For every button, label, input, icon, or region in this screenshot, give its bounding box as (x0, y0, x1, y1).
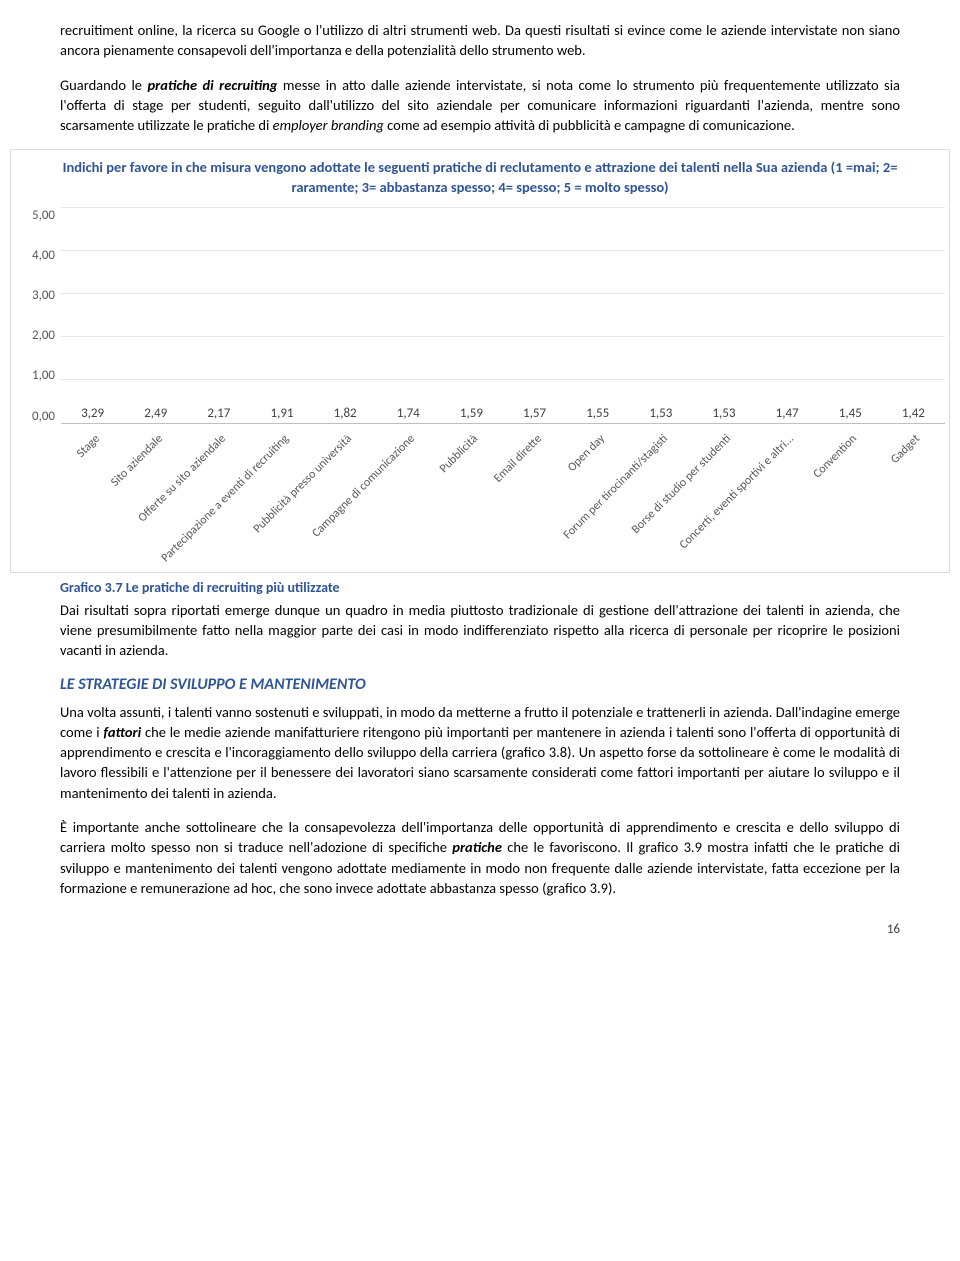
bar-value-label: 1,57 (523, 406, 546, 421)
bar-column: 1,74 (377, 406, 440, 423)
text-bolditalic: pratiche (452, 838, 502, 856)
x-tick-label: Stage (74, 432, 103, 461)
bar-column: 1,82 (314, 406, 377, 423)
bar-column: 1,53 (629, 406, 692, 423)
x-tick-label: Convention (811, 432, 860, 481)
bar-value-label: 1,53 (712, 406, 735, 421)
x-axis: StageSito aziendaleOfferte su sito azien… (61, 428, 945, 568)
y-tick-label: 5,00 (32, 208, 55, 223)
bar-column: 1,47 (756, 406, 819, 423)
bar-column: 1,55 (566, 406, 629, 423)
bar-value-label: 1,74 (397, 406, 420, 421)
paragraph-4: Una volta assunti, i talenti vanno soste… (60, 702, 900, 803)
text-italic: employer branding (273, 116, 384, 134)
bar-value-label: 2,17 (207, 406, 230, 421)
y-axis: 5,00 4,00 3,00 2,00 1,00 0,00 (15, 208, 61, 424)
text: come ad esempio attività di pubblicità e… (384, 116, 795, 134)
text-bolditalic: fattori (103, 723, 141, 741)
y-tick-label: 1,00 (32, 368, 55, 383)
text: Dai risultati sopra riportati emerge dun… (60, 601, 900, 660)
bar-column: 1,57 (503, 406, 566, 423)
x-tick-label: Open day (565, 432, 608, 475)
paragraph-2: Guardando le pratiche di recruiting mess… (60, 75, 900, 136)
bar-chart: Indichi per favore in che misura vengono… (10, 149, 950, 572)
x-tick-label: Gadget (889, 432, 924, 467)
page-number: 16 (60, 922, 900, 937)
bar-value-label: 1,55 (586, 406, 609, 421)
chart-caption: Grafico 3.7 Le pratiche di recruiting pi… (60, 579, 900, 596)
text-bolditalic: pratiche di recruiting (147, 76, 277, 94)
bar-value-label: 1,53 (649, 406, 672, 421)
paragraph-1: recruitiment online, la ricerca su Googl… (60, 20, 900, 61)
paragraph-5: È importante anche sottolineare che la c… (60, 817, 900, 898)
chart-body: 5,00 4,00 3,00 2,00 1,00 0,00 3,29 2,49 2,17 1,9… (15, 208, 945, 428)
bar-column: 3,29 (61, 406, 124, 423)
bar-value-label: 1,42 (902, 406, 925, 421)
y-tick-label: 3,00 (32, 288, 55, 303)
y-tick-label: 4,00 (32, 248, 55, 263)
section-heading: LE STRATEGIE DI SVILUPPO E MANTENIMENTO (60, 675, 900, 694)
text: Guardando le (60, 76, 147, 94)
bar-column: 2,49 (124, 406, 187, 423)
chart-title: Indichi per favore in che misura vengono… (15, 158, 945, 207)
bar-value-label: 1,82 (334, 406, 357, 421)
bar-column: 1,45 (819, 406, 882, 423)
bar-value-label: 1,47 (776, 406, 799, 421)
bar-value-label: 1,59 (460, 406, 483, 421)
bar-value-label: 2,49 (144, 406, 167, 421)
bar-column: 2,17 (187, 406, 250, 423)
bar-value-label: 1,45 (839, 406, 862, 421)
bar-value-label: 1,91 (270, 406, 293, 421)
y-tick-label: 2,00 (32, 328, 55, 343)
paragraph-3: Dai risultati sopra riportati emerge dun… (60, 600, 900, 661)
bar-value-label: 3,29 (81, 406, 104, 421)
x-tick-label: Pubblicità (437, 432, 481, 476)
bar-column: 1,42 (882, 406, 945, 423)
bar-column: 1,53 (692, 406, 755, 423)
bar-column: 1,91 (250, 406, 313, 423)
chart-plot: 3,29 2,49 2,17 1,91 1,82 1,74 1,59 1,57 1,55 1,53… (61, 208, 945, 424)
text: che le medie aziende manifatturiere rite… (60, 723, 900, 802)
y-tick-label: 0,00 (32, 409, 55, 424)
bar-column: 1,59 (440, 406, 503, 423)
text: recruitiment online, la ricerca su Googl… (60, 21, 900, 59)
